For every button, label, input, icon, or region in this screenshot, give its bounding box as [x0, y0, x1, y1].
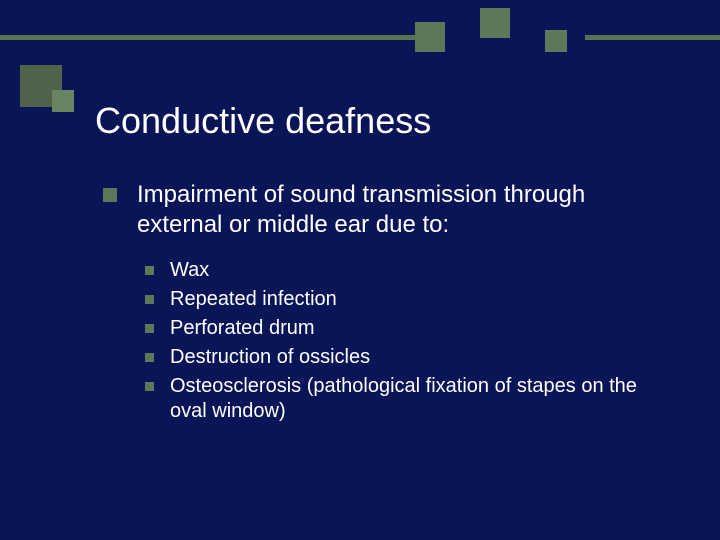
bullet-level2: Destruction of ossicles [145, 345, 660, 370]
decor-square [480, 8, 510, 38]
bullet-level2: Repeated infection [145, 287, 660, 312]
bullet-level2: Perforated drum [145, 316, 660, 341]
level2-list: Wax Repeated infection Perforated drum D… [145, 258, 660, 424]
square-bullet-icon [145, 382, 154, 391]
decor-square [415, 22, 445, 52]
square-bullet-icon [145, 295, 154, 304]
level2-text: Destruction of ossicles [170, 345, 370, 370]
decor-square [52, 90, 74, 112]
square-bullet-icon [103, 188, 117, 202]
bullet-level1: Impairment of sound transmission through… [103, 180, 660, 240]
square-bullet-icon [145, 324, 154, 333]
square-bullet-icon [145, 266, 154, 275]
level2-text: Wax [170, 258, 209, 283]
level2-text: Repeated infection [170, 287, 337, 312]
slide-title: Conductive deafness [95, 100, 660, 142]
bullet-level2: Osteosclerosis (pathological fixation of… [145, 374, 660, 424]
level1-text: Impairment of sound transmission through… [137, 180, 660, 240]
slide-content: Conductive deafness Impairment of sound … [95, 100, 660, 428]
square-bullet-icon [145, 353, 154, 362]
decor-square [545, 30, 567, 52]
bullet-level2: Wax [145, 258, 660, 283]
decor-line-right [585, 35, 720, 40]
decor-line-top [0, 35, 415, 40]
level2-text: Osteosclerosis (pathological fixation of… [170, 374, 660, 424]
level2-text: Perforated drum [170, 316, 315, 341]
